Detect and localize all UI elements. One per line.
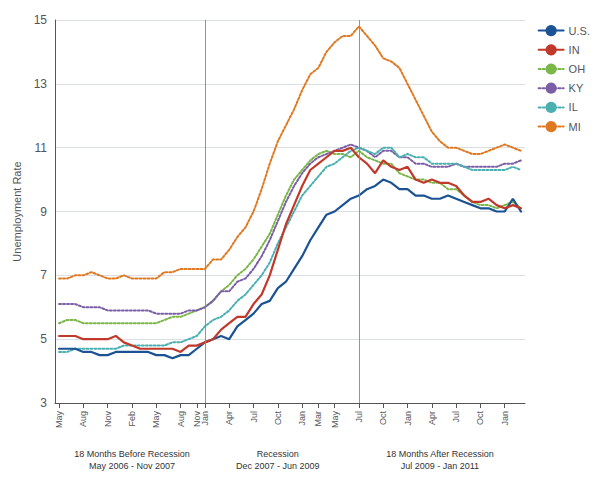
svg-text:9: 9	[40, 205, 47, 219]
svg-text:Nov: Nov	[103, 411, 113, 428]
svg-text:May 2006 - Nov 2007: May 2006 - Nov 2007	[89, 461, 175, 471]
svg-text:Oct: Oct	[475, 411, 485, 426]
svg-text:Apr: Apr	[427, 411, 437, 425]
svg-text:IL: IL	[569, 101, 578, 113]
svg-text:18 Months Before Recession: 18 Months Before Recession	[74, 449, 190, 459]
svg-text:Jan: Jan	[200, 411, 210, 426]
svg-text:May: May	[151, 411, 161, 429]
svg-text:3: 3	[40, 396, 47, 410]
svg-text:Jan: Jan	[500, 411, 510, 426]
svg-text:Jul: Jul	[354, 411, 364, 423]
svg-text:Jan: Jan	[297, 411, 307, 426]
svg-text:May: May	[330, 411, 340, 429]
svg-text:Mar: Mar	[313, 411, 323, 427]
svg-text:Jul: Jul	[451, 411, 461, 423]
svg-text:May: May	[54, 411, 64, 429]
svg-text:Recession: Recession	[257, 449, 299, 459]
svg-text:Apr: Apr	[224, 411, 234, 425]
svg-text:KY: KY	[569, 82, 584, 94]
svg-text:Jan: Jan	[403, 411, 413, 426]
svg-text:15: 15	[34, 13, 48, 27]
svg-text:Feb: Feb	[127, 411, 137, 427]
svg-text:U.S.: U.S.	[569, 25, 590, 37]
svg-text:Jul: Jul	[249, 411, 259, 423]
svg-text:Dec 2007 - Jun 2009: Dec 2007 - Jun 2009	[236, 461, 320, 471]
svg-text:11: 11	[35, 141, 48, 155]
svg-text:7: 7	[40, 268, 47, 282]
svg-text:Nov: Nov	[191, 411, 202, 427]
svg-text:IN: IN	[569, 44, 580, 56]
svg-text:Oct: Oct	[273, 411, 283, 426]
svg-text:13: 13	[34, 77, 48, 91]
svg-text:MI: MI	[569, 121, 581, 133]
svg-text:Unemployment Rate: Unemployment Rate	[11, 161, 23, 261]
svg-text:18 Months After Recession: 18 Months After Recession	[386, 449, 494, 459]
svg-text:Oct: Oct	[378, 411, 388, 426]
svg-text:Aug: Aug	[78, 411, 88, 427]
svg-text:OH: OH	[569, 63, 586, 75]
svg-text:Aug: Aug	[176, 411, 186, 427]
svg-text:Jul 2009 - Jan 2011: Jul 2009 - Jan 2011	[401, 461, 479, 471]
svg-text:5: 5	[40, 332, 47, 346]
